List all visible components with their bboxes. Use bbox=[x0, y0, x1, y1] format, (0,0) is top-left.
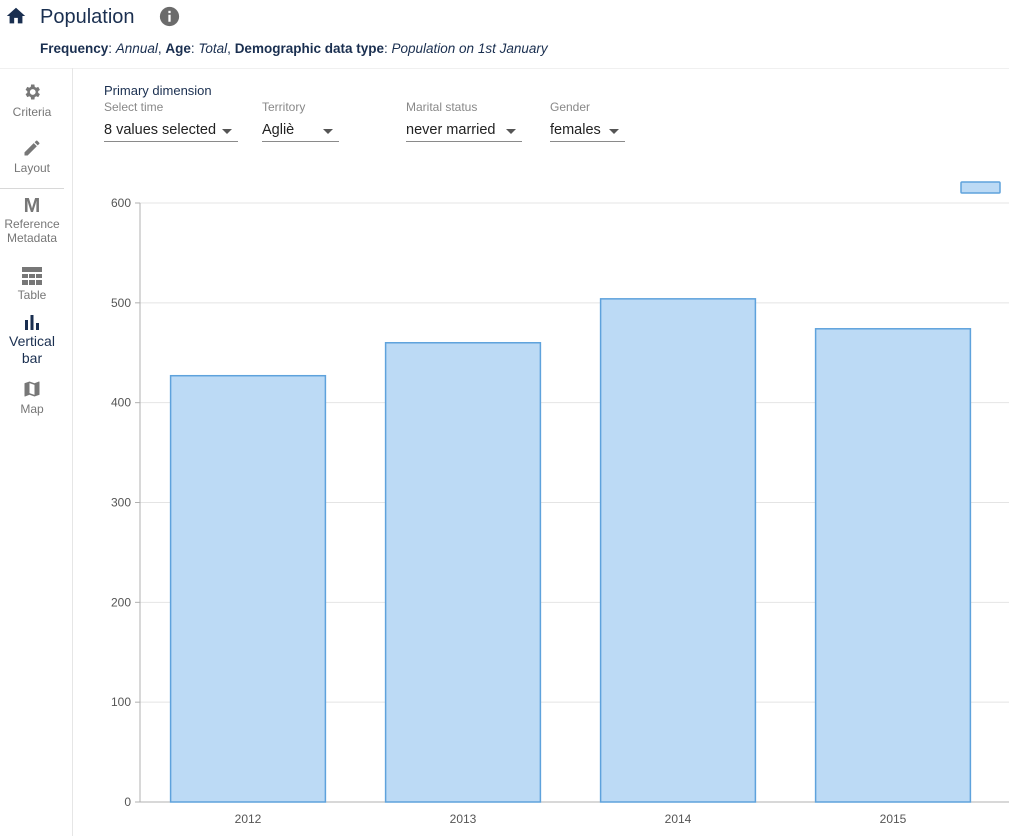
select-time[interactable]: Select time 8 values selected bbox=[104, 100, 238, 142]
sidebar-item-label: Vertical bar bbox=[9, 333, 55, 366]
filter-key: Frequency bbox=[40, 41, 109, 56]
select-gender[interactable]: Gender females bbox=[550, 100, 625, 142]
select-value: females bbox=[550, 122, 601, 138]
metadata-m-icon: M bbox=[23, 195, 41, 217]
filter-key: Demographic data type bbox=[234, 41, 384, 56]
select-value: never married bbox=[406, 122, 496, 138]
select-marital-status[interactable]: Marital status never married bbox=[406, 100, 522, 142]
filter-summary: Frequency: Annual, Age: Total, Demograph… bbox=[40, 41, 548, 56]
filter-value: Total bbox=[198, 41, 228, 56]
dropdown-caret-icon bbox=[323, 129, 333, 134]
dropdown-caret-icon bbox=[506, 129, 516, 134]
filter-value: Annual bbox=[115, 41, 158, 56]
sidebar-item-reference-metadata[interactable]: M Reference Metadata bbox=[0, 196, 64, 245]
y-tick-label: 600 bbox=[111, 196, 131, 210]
dropdown-caret-icon bbox=[222, 129, 232, 134]
filter-key: Age bbox=[165, 41, 191, 56]
primary-dimension-label: Primary dimension bbox=[104, 83, 212, 98]
bar-chart-icon bbox=[25, 315, 39, 330]
bar-2015[interactable] bbox=[814, 328, 972, 803]
page-title: Population bbox=[40, 6, 135, 28]
home-icon[interactable] bbox=[5, 5, 27, 27]
y-tick-label: 400 bbox=[111, 396, 131, 410]
y-axis: 0 100 200 300 400 500 600 bbox=[111, 196, 141, 809]
select-label: Territory bbox=[262, 100, 306, 114]
sidebar-item-layout[interactable]: Layout bbox=[0, 138, 64, 175]
sidebar-item-label: Reference Metadata bbox=[4, 217, 60, 245]
sidebar-item-label: Layout bbox=[13, 161, 51, 175]
y-tick-label: 0 bbox=[124, 795, 131, 809]
sidebar-item-label: Criteria bbox=[12, 105, 52, 119]
info-icon[interactable] bbox=[159, 6, 180, 27]
dropdown-caret-icon bbox=[609, 129, 619, 134]
y-tick-label: 100 bbox=[111, 695, 131, 709]
x-tick-label: 2015 bbox=[880, 812, 907, 826]
y-tick-label: 300 bbox=[111, 496, 131, 510]
header: Population Frequency: Annual, Age: Total… bbox=[0, 0, 1009, 69]
y-tick-label: 500 bbox=[111, 296, 131, 310]
legend-swatch[interactable] bbox=[960, 181, 1001, 194]
x-axis: 2012 2013 2014 2015 bbox=[235, 812, 907, 826]
chart-bars bbox=[169, 298, 972, 803]
sidebar-item-table[interactable]: Table bbox=[0, 267, 64, 302]
map-icon bbox=[24, 381, 40, 397]
select-label: Gender bbox=[550, 100, 591, 114]
gear-icon bbox=[25, 84, 40, 100]
y-tick-label: 200 bbox=[111, 595, 131, 609]
sidebar-item-map[interactable]: Map bbox=[0, 379, 64, 416]
pencil-icon bbox=[24, 140, 40, 156]
bar-2013[interactable] bbox=[384, 342, 542, 803]
sidebar-item-label: Map bbox=[20, 402, 44, 416]
x-tick-label: 2014 bbox=[665, 812, 692, 826]
select-label: Select time bbox=[104, 100, 164, 114]
sidebar-item-label: Table bbox=[17, 288, 47, 302]
bar-chart: 0 100 200 300 400 500 600 2012 2013 2014 2015 bbox=[111, 181, 1009, 826]
x-tick-label: 2013 bbox=[450, 812, 477, 826]
bar-2014[interactable] bbox=[599, 298, 757, 803]
select-label: Marital status bbox=[406, 100, 478, 114]
select-territory[interactable]: Territory Agliè bbox=[262, 100, 339, 142]
sidebar-item-criteria[interactable]: Criteria bbox=[0, 82, 64, 119]
bar-2012[interactable] bbox=[169, 374, 327, 803]
select-value: Agliè bbox=[262, 122, 295, 138]
sidebar: Criteria Layout M Reference Metadata Tab… bbox=[0, 68, 73, 836]
table-icon bbox=[22, 267, 42, 285]
sidebar-divider bbox=[0, 188, 64, 189]
x-tick-label: 2012 bbox=[235, 812, 262, 826]
select-value: 8 values selected bbox=[104, 122, 217, 138]
sidebar-item-vertical-bar[interactable]: Vertical bar bbox=[0, 315, 64, 367]
filter-value: Population on 1st January bbox=[391, 41, 548, 56]
